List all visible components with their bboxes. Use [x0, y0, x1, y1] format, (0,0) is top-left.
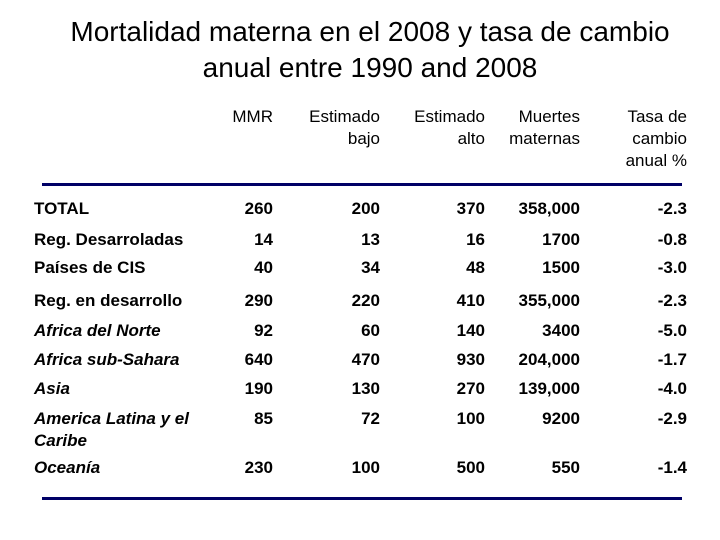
row-label: Africa sub-Sahara — [34, 350, 180, 369]
column-header-estimado-bajo: Estimado bajo — [309, 106, 380, 150]
cell-tasa-cambio: -3.0 — [657, 258, 687, 277]
cell-mmr: 14 — [254, 230, 273, 249]
cell-tasa-cambio: -5.0 — [657, 321, 687, 340]
cell-muertes-maternas: 204,000 — [518, 350, 580, 369]
row-label: Reg. en desarrollo — [34, 291, 183, 310]
cell-tasa-cambio: -1.7 — [657, 350, 687, 369]
cell-tasa-cambio: -2.3 — [657, 291, 687, 310]
cell-estimado-bajo: 72 — [361, 409, 380, 428]
header-divider — [42, 183, 682, 186]
column-header-line: anual % — [625, 151, 687, 170]
cell-estimado-bajo: 13 — [361, 230, 380, 249]
cell-muertes-maternas: 358,000 — [518, 199, 580, 218]
cell-tasa-cambio: -0.8 — [657, 230, 687, 249]
row-label: Asia — [34, 379, 70, 398]
column-header-line: Muertes — [518, 107, 580, 126]
column-header-line: alto — [457, 129, 485, 148]
column-header-line: cambio — [632, 129, 687, 148]
cell-mmr: 640 — [244, 350, 273, 369]
title-line-2: anual entre 1990 and 2008 — [202, 52, 538, 83]
cell-estimado-bajo: 34 — [361, 258, 380, 277]
cell-muertes-maternas: 1500 — [542, 258, 580, 277]
column-header-line: Estimado — [309, 107, 380, 126]
cell-estimado-alto: 270 — [456, 379, 485, 398]
cell-estimado-bajo: 200 — [351, 199, 380, 218]
cell-muertes-maternas: 355,000 — [518, 291, 580, 310]
cell-mmr: 190 — [244, 379, 273, 398]
cell-estimado-bajo: 220 — [351, 291, 380, 310]
row-label: Africa del Norte — [34, 321, 161, 340]
column-header-line: maternas — [509, 129, 580, 148]
cell-estimado-alto: 500 — [456, 458, 485, 477]
column-header-line: Tasa de — [627, 107, 687, 126]
cell-muertes-maternas: 139,000 — [518, 379, 580, 398]
column-header-line: MMR — [232, 107, 273, 126]
cell-muertes-maternas: 3400 — [542, 321, 580, 340]
cell-estimado-bajo: 100 — [351, 458, 380, 477]
cell-estimado-alto: 410 — [456, 291, 485, 310]
footer-divider — [42, 497, 682, 500]
row-label: America Latina y el Caribe — [34, 409, 189, 450]
cell-estimado-bajo: 470 — [351, 350, 380, 369]
cell-muertes-maternas: 550 — [551, 458, 580, 477]
cell-estimado-alto: 16 — [466, 230, 485, 249]
column-header-tasa-cambio: Tasa de cambio anual % — [626, 106, 687, 172]
cell-mmr: 260 — [244, 199, 273, 218]
cell-estimado-bajo: 130 — [351, 379, 380, 398]
column-header-line: Estimado — [414, 107, 485, 126]
page-title: Mortalidad materna en el 2008 y tasa de … — [0, 14, 720, 86]
cell-estimado-alto: 930 — [456, 350, 485, 369]
title-line-1: Mortalidad materna en el 2008 y tasa de … — [70, 16, 670, 47]
cell-estimado-alto: 100 — [456, 409, 485, 428]
column-header-muertes-maternas: Muertes maternas — [509, 106, 580, 150]
cell-mmr: 230 — [244, 458, 273, 477]
cell-mmr: 92 — [254, 321, 273, 340]
row-label: TOTAL — [34, 199, 90, 218]
row-label: Reg. Desarroladas — [34, 230, 184, 249]
row-label: Países de CIS — [34, 258, 146, 277]
column-header-mmr: MMR — [232, 106, 273, 128]
row-label: Oceanía — [34, 458, 101, 477]
cell-tasa-cambio: -2.3 — [657, 199, 687, 218]
cell-muertes-maternas: 9200 — [542, 409, 580, 428]
column-header-estimado-alto: Estimado alto — [414, 106, 485, 150]
cell-mmr: 290 — [244, 291, 273, 310]
cell-mmr: 85 — [254, 409, 273, 428]
column-header-line: bajo — [347, 129, 380, 148]
cell-estimado-alto: 140 — [456, 321, 485, 340]
cell-mmr: 40 — [254, 258, 273, 277]
cell-estimado-alto: 48 — [466, 258, 485, 277]
cell-tasa-cambio: -1.4 — [657, 458, 687, 477]
cell-tasa-cambio: -2.9 — [657, 409, 687, 428]
cell-estimado-alto: 370 — [456, 199, 485, 218]
cell-estimado-bajo: 60 — [361, 321, 380, 340]
cell-tasa-cambio: -4.0 — [657, 379, 687, 398]
cell-muertes-maternas: 1700 — [542, 230, 580, 249]
